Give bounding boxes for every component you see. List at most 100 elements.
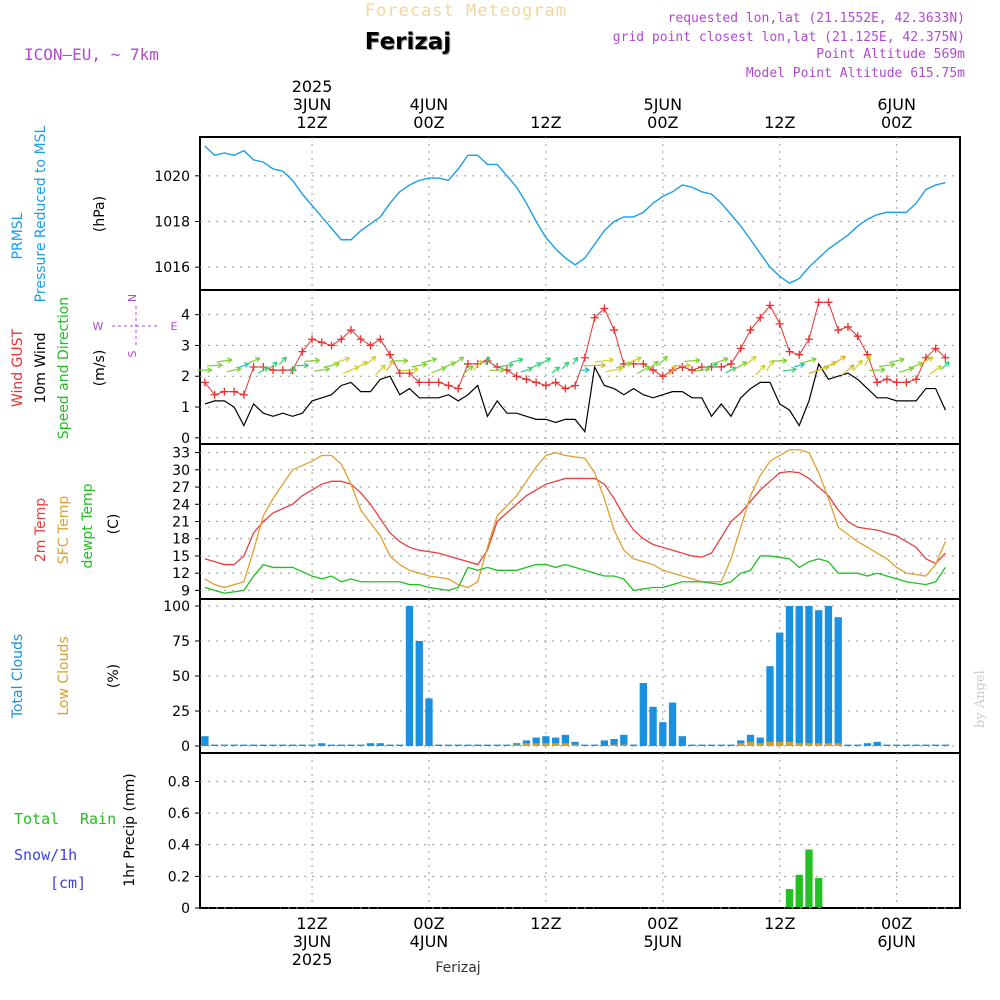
gust-marker bbox=[327, 341, 336, 350]
gust-marker bbox=[532, 378, 541, 387]
wind-arrow-head bbox=[584, 367, 590, 373]
gust-marker bbox=[931, 344, 940, 353]
compass-e: E bbox=[171, 320, 178, 333]
wind-arrow bbox=[625, 357, 642, 365]
wind-arrow-head bbox=[467, 365, 474, 371]
y-tick-label: 0.2 bbox=[168, 869, 190, 885]
gust-marker bbox=[736, 344, 745, 353]
time-label-top: 5JUN bbox=[644, 95, 683, 114]
wind-arrow bbox=[793, 363, 805, 368]
gust-marker bbox=[727, 359, 736, 368]
total-cloud-bar bbox=[396, 744, 404, 746]
wind-arrow bbox=[869, 369, 886, 372]
gust-marker bbox=[249, 363, 258, 371]
total-cloud-bar bbox=[590, 744, 599, 746]
wind-arrow bbox=[772, 359, 787, 362]
wind-arrow bbox=[878, 363, 895, 368]
total-cloud-bar bbox=[425, 698, 433, 746]
wind-arrow bbox=[668, 364, 677, 376]
total-cloud-bar bbox=[542, 736, 550, 746]
gust-marker bbox=[551, 378, 560, 387]
wind-direction-label: Speed and Direction bbox=[56, 297, 72, 439]
gust-marker bbox=[746, 326, 755, 335]
y-tick-label: 50 bbox=[172, 669, 190, 685]
total-cloud-bar bbox=[834, 617, 842, 746]
total-cloud-bar bbox=[893, 744, 901, 746]
time-label-top: 6JUN bbox=[877, 95, 916, 114]
wind-arrow-head bbox=[370, 355, 377, 362]
temp-unit: (C) bbox=[106, 514, 122, 535]
total-cloud-bar bbox=[854, 744, 862, 746]
wind-arrow bbox=[830, 355, 846, 366]
gust-marker bbox=[649, 366, 658, 375]
y-tick-label: 27 bbox=[172, 480, 190, 496]
wind-arrow bbox=[636, 365, 650, 375]
wind-arrow-head bbox=[207, 367, 213, 374]
rain-label: Rain bbox=[80, 810, 116, 828]
wind-arrow bbox=[374, 364, 386, 376]
gust-label: Wind GUST bbox=[10, 328, 26, 407]
gust-marker bbox=[386, 350, 394, 359]
gust-marker bbox=[337, 335, 346, 344]
total-cloud-bar bbox=[600, 740, 609, 746]
low-cloud-bar bbox=[561, 743, 570, 746]
wind-arrow-head bbox=[741, 361, 748, 367]
wind-arrow bbox=[489, 369, 505, 372]
total-cloud-bar bbox=[620, 734, 628, 746]
wind-arrow-head bbox=[751, 355, 757, 362]
wind-arrow bbox=[725, 366, 737, 374]
gust-marker bbox=[356, 335, 365, 344]
sfc-temp-line bbox=[204, 449, 946, 589]
clouds-unit: (%) bbox=[106, 664, 122, 688]
wind-arrow bbox=[551, 366, 560, 374]
y-tick-label: 75 bbox=[172, 634, 190, 650]
wind-arrow bbox=[864, 355, 871, 367]
gust-marker bbox=[843, 322, 852, 331]
gust-marker bbox=[785, 347, 794, 356]
total-cloud-bar bbox=[483, 744, 492, 746]
y-tick-label: 1 bbox=[181, 400, 190, 416]
y-tick-label: 33 bbox=[172, 446, 190, 462]
time-label-bottom: 5JUN bbox=[644, 932, 683, 951]
total-cloud-bar bbox=[756, 737, 764, 746]
time-label-top: 00Z bbox=[413, 113, 444, 132]
wind-label: 10m Wind bbox=[33, 332, 49, 403]
wind-arrow bbox=[238, 363, 249, 368]
gust-marker bbox=[561, 384, 570, 393]
gust-marker bbox=[658, 372, 667, 381]
wind-arrow bbox=[766, 359, 774, 372]
wind-arrow-head bbox=[653, 360, 659, 367]
time-label-bottom: 00Z bbox=[647, 914, 678, 933]
gust-marker bbox=[512, 372, 521, 381]
total-cloud-bar bbox=[405, 606, 414, 746]
gust-marker bbox=[902, 378, 911, 387]
chart-title: Forecast Meteogram bbox=[365, 1, 567, 21]
time-label-bottom: 12Z bbox=[764, 914, 795, 933]
low-cloud-bar bbox=[542, 743, 550, 746]
wind-arrow-head bbox=[600, 362, 606, 369]
y-tick-label: 21 bbox=[172, 515, 190, 531]
dewpt-line bbox=[204, 555, 946, 594]
wind-arrow bbox=[323, 362, 340, 368]
wind-arrow-head bbox=[236, 366, 242, 373]
y-tick-label: 1016 bbox=[154, 260, 190, 276]
total-cloud-bar bbox=[785, 606, 794, 746]
wind-arrow bbox=[801, 358, 817, 364]
wind-arrow bbox=[304, 359, 320, 363]
rain-bar bbox=[795, 874, 803, 908]
gust-marker bbox=[834, 326, 843, 335]
gust-marker bbox=[463, 359, 472, 368]
gust-marker bbox=[230, 387, 239, 396]
gust-marker bbox=[424, 378, 433, 387]
y-tick-label: 30 bbox=[172, 463, 190, 479]
wind-arrow bbox=[332, 357, 350, 365]
low-cloud-bar bbox=[834, 743, 842, 746]
wind-arrow-head bbox=[572, 356, 579, 363]
y-tick-label: 0.4 bbox=[168, 838, 190, 854]
total-cloud-bar bbox=[210, 744, 219, 746]
gust-marker bbox=[688, 366, 697, 375]
wind-arrow bbox=[647, 361, 659, 370]
gust-marker bbox=[912, 375, 921, 384]
wind-arrow-head bbox=[899, 357, 905, 363]
low-cloud-bar bbox=[776, 741, 784, 746]
